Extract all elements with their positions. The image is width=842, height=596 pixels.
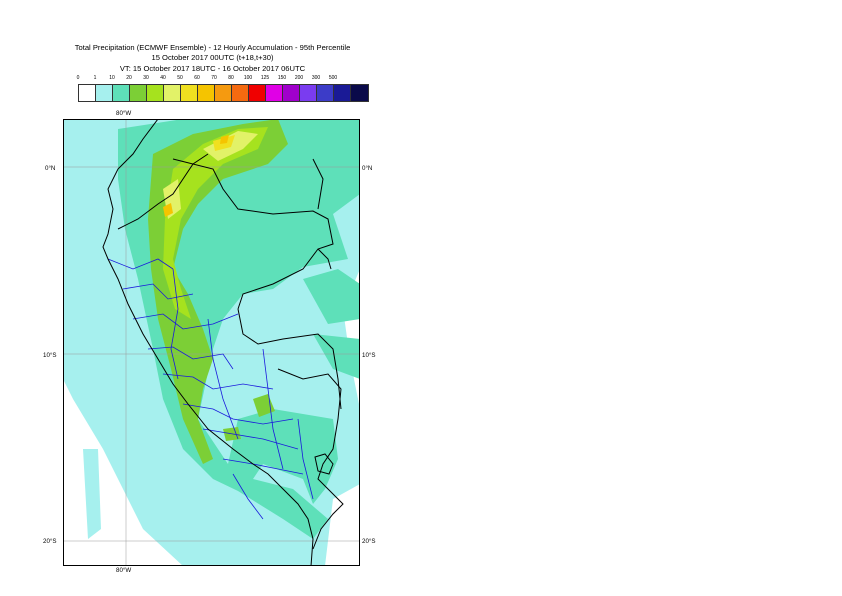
legend-tick-label: 300 [311,75,321,81]
legend-swatch [283,85,300,101]
lat-label-10-right: 10°S [362,352,376,359]
legend-swatch [351,85,368,101]
bolivia-border [277,368,344,550]
brazil-border [237,308,342,410]
coastline [102,119,314,566]
legend-swatch [266,85,283,101]
legend-swatch [317,85,334,101]
legend-swatch [198,85,215,101]
legend-tick-label: 40 [160,75,166,81]
brazil-east-border [312,158,332,270]
legend-tick-label: 1 [93,75,97,81]
lat-label-20-right: 20°S [362,538,376,545]
lat-label-10-left: 10°S [43,352,57,359]
legend-tick-label: 50 [177,75,183,81]
lake-titicaca [314,453,334,475]
colombia-border [172,158,334,310]
graticule [63,119,360,566]
lat-label-0-left: 0°N [45,165,56,172]
legend-swatch [96,85,113,101]
precip-area-green-patch [223,394,275,441]
precip-area-orange [163,135,229,217]
legend-swatch [215,85,232,101]
color-legend [78,84,369,102]
department-boundaries [107,258,314,520]
legend-tick-label: 80 [228,75,234,81]
legend-swatch [300,85,317,101]
lon-label-top: 80°W [116,110,132,117]
lat-label-20-left: 20°S [43,538,57,545]
legend-tick-label: 500 [328,75,338,81]
legend-tick-label: 10 [109,75,115,81]
forecast-run-label: 15 October 2017 00UTC (t+18,t+30) [151,53,274,62]
map-title: Total Precipitation (ECMWF Ensemble) - 1… [74,43,351,52]
legend-swatch [232,85,249,101]
legend-swatch [113,85,130,101]
precip-area-lime [163,127,268,319]
legend-swatch [130,85,147,101]
legend-tick-label: 60 [194,75,200,81]
lat-label-0-right: 0°N [362,165,373,172]
legend-tick-label: 125 [260,75,270,81]
legend-tick-label: 70 [211,75,217,81]
legend-swatch [181,85,198,101]
legend-tick-label: 150 [277,75,287,81]
legend-swatch [334,85,351,101]
precip-area-yellow [163,131,258,219]
precip-area-ocean-patches [63,127,101,539]
legend-tick-label: 20 [126,75,132,81]
legend-swatch [147,85,164,101]
precip-area-teal-east [303,269,360,379]
legend-tick-label: 200 [294,75,304,81]
legend-swatch [164,85,181,101]
legend-tick-labels: 0 1 10 20 30 40 50 60 70 80 100 125 150 200 300 500 [70,75,360,85]
legend-swatch [79,85,96,101]
legend-tick-label: 100 [243,75,253,81]
legend-tick-label: 0 [76,75,80,81]
country-borders [102,119,344,566]
map-frame [63,119,360,566]
legend-swatch [249,85,266,101]
precipitation-map [63,119,360,566]
lon-label-bottom: 80°W [116,567,132,574]
valid-time-label: VT: 15 October 2017 18UTC - 16 October 2… [119,64,306,73]
legend-tick-label: 30 [143,75,149,81]
